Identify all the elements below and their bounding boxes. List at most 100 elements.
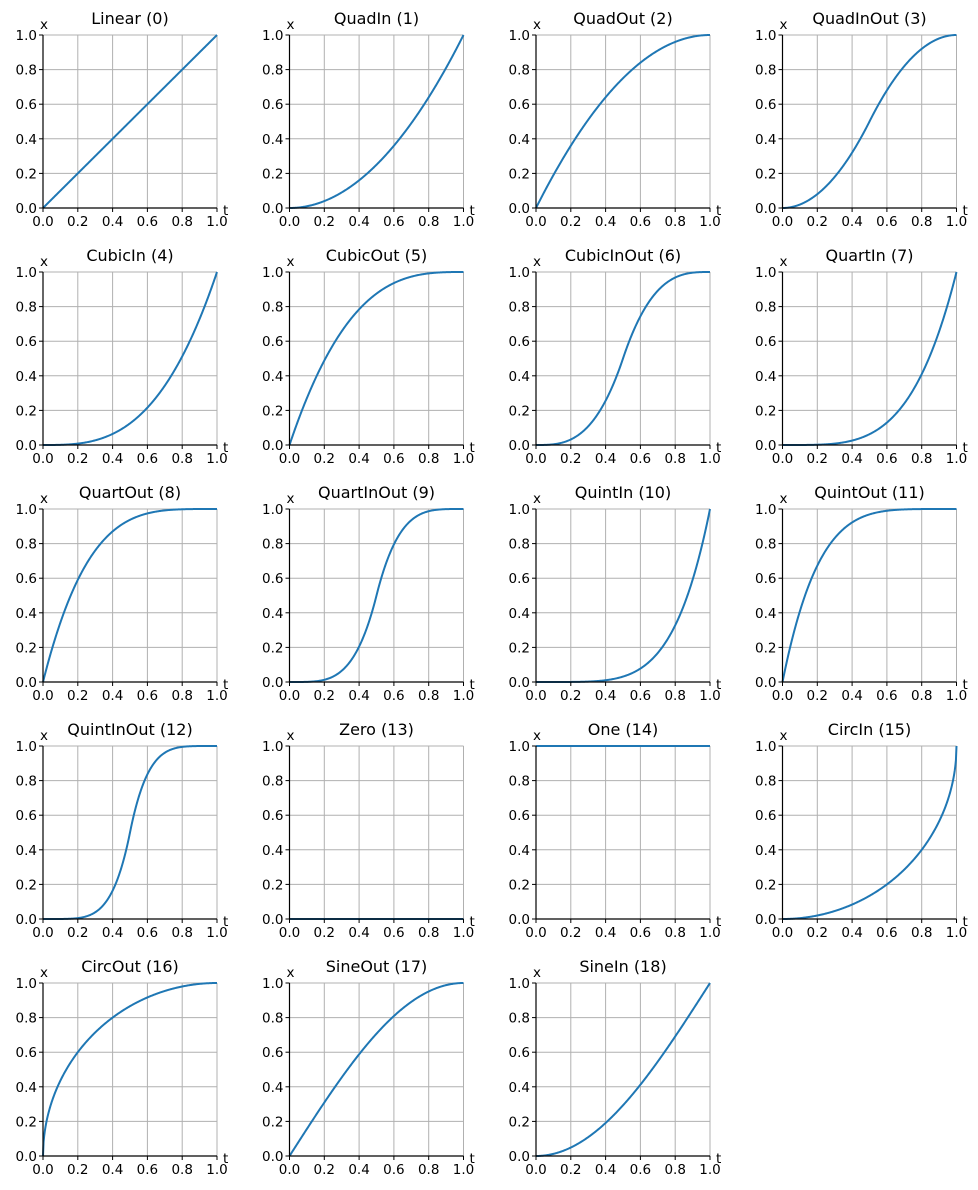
subplot-title: SineIn (18) bbox=[579, 957, 666, 976]
x-axis-label: t bbox=[716, 914, 721, 930]
x-axis-label: t bbox=[470, 677, 475, 693]
y-axis-label: x bbox=[40, 965, 48, 981]
y-tick-label: 0.4 bbox=[262, 132, 283, 148]
y-tick-label: 0.2 bbox=[16, 403, 37, 419]
x-tick-label: 0.2 bbox=[560, 688, 581, 704]
subplot-quadIn: 0.0 0.2 0.4 0.6 0.8 1.00.00.20.40.60.81.0xtQu… bbox=[262, 9, 475, 230]
grid bbox=[535, 508, 711, 683]
y-tick-label: 0.2 bbox=[509, 1114, 530, 1130]
y-tick-label: 0.4 bbox=[509, 843, 530, 859]
x-tick-label: 1.0 bbox=[699, 925, 720, 941]
y-tick-label: 0.0 bbox=[509, 201, 530, 217]
y-tick-label: 0.2 bbox=[509, 877, 530, 893]
y-axis-label: x bbox=[40, 491, 48, 507]
y-tick-label: 0.0 bbox=[16, 675, 37, 691]
y-tick-label: 0.2 bbox=[755, 403, 776, 419]
y-tick-label: 0.2 bbox=[755, 640, 776, 656]
subplot-one: 0.0 0.2 0.4 0.6 0.8 1.00.00.20.40.60.81.0xtOn… bbox=[509, 720, 722, 941]
y-tick-label: 1.0 bbox=[755, 265, 776, 281]
x-tick-label: 0.4 bbox=[348, 1162, 369, 1178]
y-tick-label: 0.4 bbox=[16, 843, 37, 859]
x-axis-label: t bbox=[963, 677, 968, 693]
x-tick-label: 0.0 bbox=[525, 1162, 546, 1178]
subplot-linear: 0.0 0.2 0.4 0.6 0.8 1.00.00.20.40.60.81.0xtLi… bbox=[16, 9, 229, 230]
x-tick-label: 0.2 bbox=[314, 925, 335, 941]
curve-quartOut bbox=[42, 508, 218, 683]
subplot-title: QuartIn (7) bbox=[826, 246, 914, 265]
y-tick-label: 1.0 bbox=[755, 502, 776, 518]
y-axis-label: x bbox=[287, 728, 295, 744]
y-tick-label: 0.6 bbox=[755, 808, 776, 824]
y-tick-label: 0.4 bbox=[16, 132, 37, 148]
x-tick-label: 0.0 bbox=[525, 688, 546, 704]
y-tick-label: 0.2 bbox=[262, 403, 283, 419]
y-tick-label: 0.2 bbox=[16, 1114, 37, 1130]
y-axis-label: x bbox=[780, 254, 788, 270]
y-tick-label: 1.0 bbox=[509, 28, 530, 44]
y-tick-label: 0.4 bbox=[262, 843, 283, 859]
x-tick-label: 0.4 bbox=[841, 688, 862, 704]
y-tick-label: 0.8 bbox=[262, 1011, 283, 1027]
x-tick-label: 0.8 bbox=[418, 214, 439, 230]
x-tick-label: 1.0 bbox=[206, 925, 227, 941]
y-tick-label: 1.0 bbox=[16, 739, 37, 755]
x-tick-label: 0.6 bbox=[383, 451, 404, 467]
curve-quadOut bbox=[535, 34, 711, 209]
x-tick-label: 1.0 bbox=[453, 688, 474, 704]
y-tick-label: 0.6 bbox=[755, 97, 776, 113]
y-tick-label: 0.4 bbox=[755, 843, 776, 859]
subplot-title: One (14) bbox=[588, 720, 659, 739]
x-tick-label: 0.6 bbox=[630, 214, 651, 230]
y-tick-label: 0.8 bbox=[509, 1011, 530, 1027]
y-tick-label: 0.4 bbox=[509, 1080, 530, 1096]
y-tick-label: 0.8 bbox=[16, 1011, 37, 1027]
grid bbox=[42, 271, 218, 446]
x-tick-label: 0.4 bbox=[595, 688, 616, 704]
y-tick-label: 1.0 bbox=[16, 502, 37, 518]
x-axis-label: t bbox=[223, 677, 228, 693]
subplot-sineOut: 0.0 0.2 0.4 0.6 0.8 1.00.00.20.40.60.81.0xtSi… bbox=[262, 957, 475, 1178]
x-tick-label: 0.6 bbox=[630, 688, 651, 704]
y-tick-label: 0.2 bbox=[262, 166, 283, 182]
curve-cubicInOut bbox=[535, 271, 711, 446]
y-axis-label: x bbox=[780, 728, 788, 744]
x-axis-label: t bbox=[963, 440, 968, 456]
x-tick-label: 0.4 bbox=[595, 214, 616, 230]
x-tick-label: 0.4 bbox=[102, 925, 123, 941]
x-tick-label: 0.0 bbox=[772, 925, 793, 941]
x-tick-label: 1.0 bbox=[946, 925, 967, 941]
grid bbox=[535, 34, 711, 209]
x-axis-label: t bbox=[223, 440, 228, 456]
x-tick-label: 0.4 bbox=[102, 451, 123, 467]
y-tick-label: 0.0 bbox=[262, 675, 283, 691]
x-tick-label: 0.8 bbox=[418, 1162, 439, 1178]
y-tick-label: 0.4 bbox=[755, 606, 776, 622]
x-tick-label: 0.2 bbox=[560, 1162, 581, 1178]
x-tick-label: 1.0 bbox=[699, 214, 720, 230]
y-tick-label: 0.8 bbox=[16, 300, 37, 316]
grid bbox=[782, 508, 957, 683]
curve-cubicOut bbox=[288, 271, 464, 446]
y-tick-label: 0.6 bbox=[16, 571, 37, 587]
x-axis-label: t bbox=[716, 440, 721, 456]
y-tick-label: 0.0 bbox=[509, 438, 530, 454]
curve-quadInOut bbox=[782, 34, 957, 209]
x-axis-label: t bbox=[963, 914, 968, 930]
x-tick-label: 0.4 bbox=[595, 451, 616, 467]
y-tick-label: 0.0 bbox=[755, 438, 776, 454]
curve-cubicIn bbox=[42, 271, 218, 446]
x-tick-label: 0.0 bbox=[279, 1162, 300, 1178]
subplot-quintOut: 0.0 0.2 0.4 0.6 0.8 1.00.00.20.40.60.81.0xtQu… bbox=[755, 483, 968, 704]
x-tick-label: 0.0 bbox=[772, 451, 793, 467]
x-tick-label: 0.6 bbox=[876, 688, 897, 704]
y-tick-label: 0.8 bbox=[755, 537, 776, 553]
y-tick-label: 0.8 bbox=[755, 300, 776, 316]
x-tick-label: 0.2 bbox=[67, 1162, 88, 1178]
y-tick-label: 1.0 bbox=[262, 976, 283, 992]
x-tick-label: 0.0 bbox=[525, 451, 546, 467]
subplot-title: Zero (13) bbox=[339, 720, 414, 739]
subplot-quadOut: 0.0 0.2 0.4 0.6 0.8 1.00.00.20.40.60.81.0xtQu… bbox=[509, 9, 722, 230]
y-tick-label: 0.6 bbox=[755, 571, 776, 587]
y-tick-label: 0.8 bbox=[16, 774, 37, 790]
x-tick-label: 0.6 bbox=[137, 688, 158, 704]
